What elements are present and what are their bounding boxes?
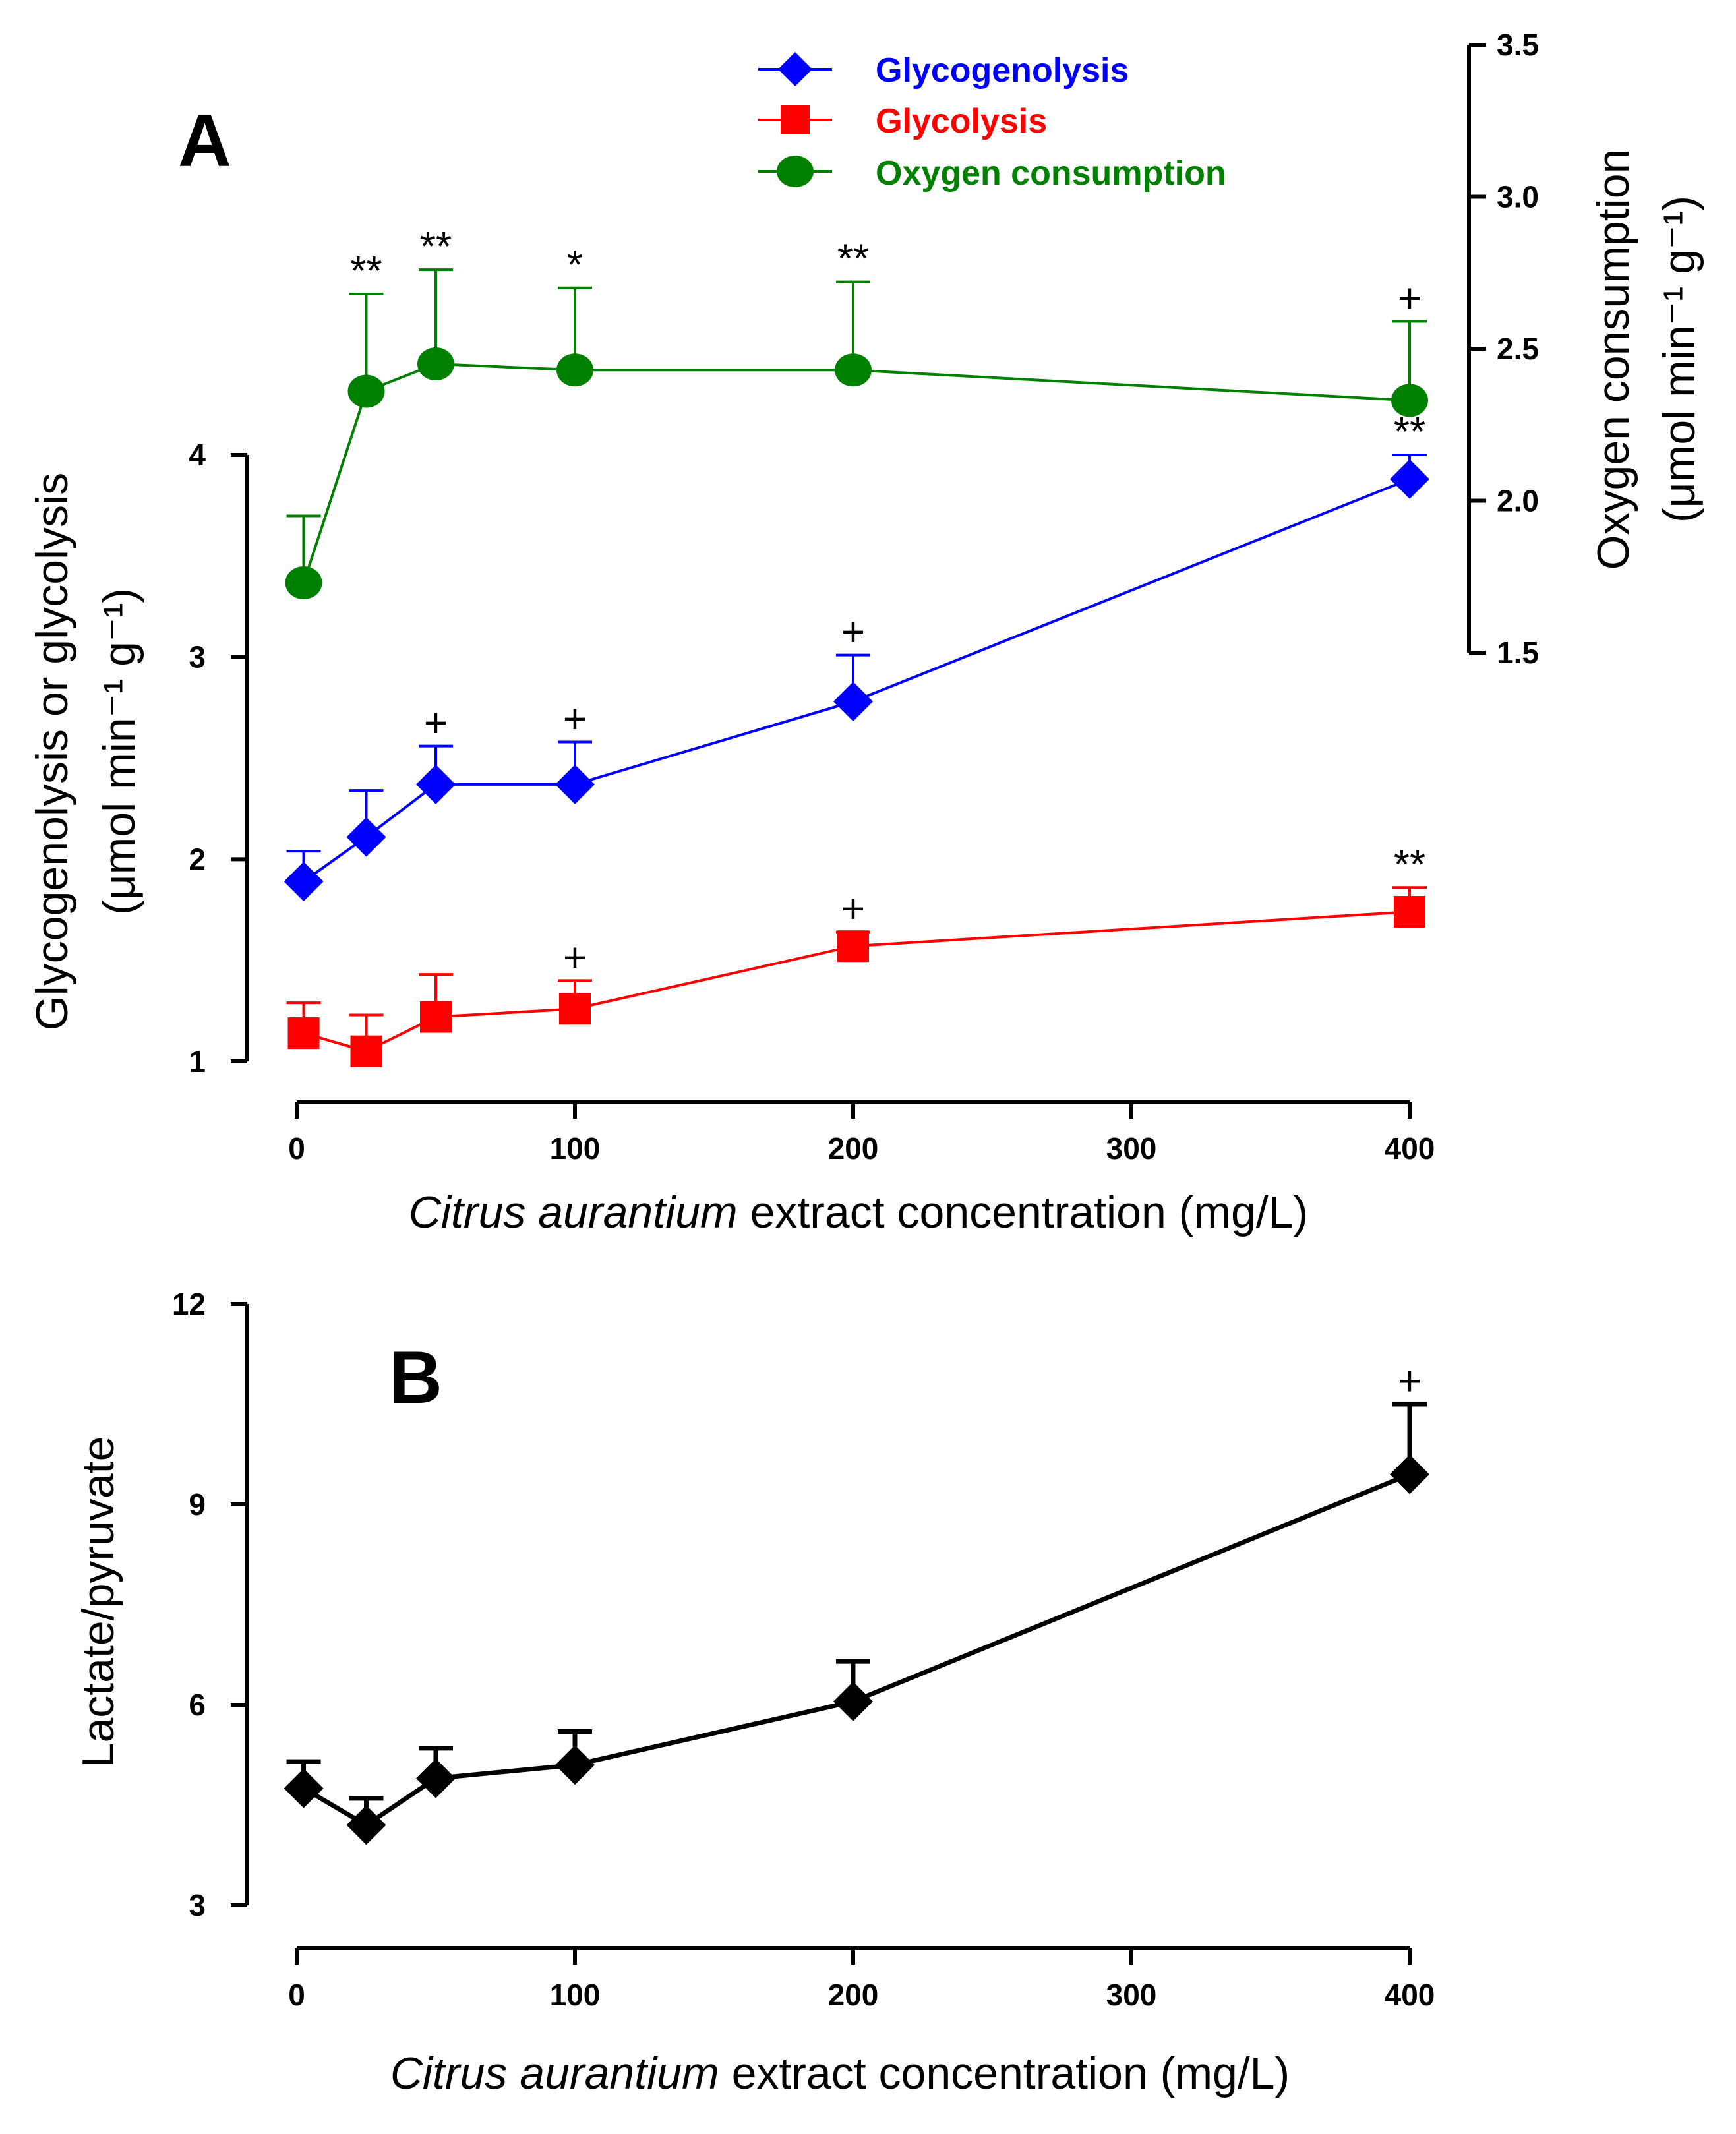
panel-a-xlabel: Citrus aurantium extract concentration (… (409, 1187, 1308, 1237)
legend-glycolysis-marker (781, 105, 810, 134)
data-point (420, 1001, 452, 1033)
legend-glycogenolysis-marker (778, 52, 812, 86)
series-line (303, 477, 1410, 883)
legend-glycolysis-label: Glycolysis (876, 102, 1047, 140)
panel-a: A 1 2 3 4 1.5 2.0 2.5 3.0 3.5 0 100 200 300 400 Gly… (27, 28, 1704, 1237)
x-tick-label: 200 (828, 1978, 879, 2012)
y-tick-label: 2 (189, 842, 206, 876)
panel-a-label: A (178, 100, 231, 182)
data-point (833, 1681, 873, 1721)
significance-mark: * (567, 243, 583, 288)
panel-a-xlabel-rest: extract concentration (mg/L) (738, 1187, 1308, 1237)
data-point (285, 566, 322, 599)
data-point (1390, 459, 1429, 499)
x-tick-label: 0 (288, 1131, 305, 1166)
panel-b-ylabel: Lactate/pyruvate (73, 1437, 123, 1768)
y2-tick-label: 2.5 (1497, 332, 1539, 366)
series-1-glycolysis: + + ** (286, 842, 1427, 1067)
panel-b-plot-area: + (284, 1359, 1429, 1845)
panel-a-right-axis: 1.5 2.0 2.5 3.0 3.5 (1467, 28, 1539, 670)
significance-mark: ** (420, 224, 452, 270)
y-tick-label: 3 (189, 640, 206, 674)
y-tick-label: 4 (189, 438, 206, 472)
y2-tick-label: 3.5 (1497, 28, 1539, 62)
panel-a-y2label-line2: (μmol min⁻¹ g⁻¹) (1654, 196, 1704, 523)
legend-glycogenolysis-label: Glycogenolysis (876, 51, 1129, 90)
data-point (555, 764, 595, 804)
panel-b-x-axis: 0 100 200 300 400 (288, 1946, 1435, 2012)
significance-mark: + (563, 935, 587, 980)
panel-a-legend: Glycogenolysis Glycolysis Oxygen consump… (758, 51, 1226, 193)
y-tick-label: 9 (189, 1487, 206, 1522)
panel-b-xlabel-rest: extract concentration (mg/L) (719, 2048, 1290, 2098)
series-2-oxygen-consumption: **** * **+ (285, 224, 1428, 599)
data-point (1394, 896, 1425, 928)
panel-a-ylabel-line2: (μmol min⁻¹ g⁻¹) (94, 588, 144, 915)
x-tick-label: 100 (550, 1978, 601, 2012)
significance-mark: + (841, 610, 865, 655)
panel-a-xlabel-italic: Citrus aurantium (409, 1187, 738, 1237)
data-point (835, 353, 872, 387)
data-point (1390, 1454, 1429, 1495)
panel-b-xlabel-italic: Citrus aurantium (390, 2048, 719, 2098)
data-point (284, 862, 324, 902)
data-point (346, 817, 386, 857)
significance-mark: + (841, 887, 865, 932)
y2-tick-label: 2.0 (1497, 484, 1539, 518)
panel-b-left-axis: 3 6 9 12 (172, 1287, 249, 1922)
panel-a-ylabel-line1: Glycogenolysis or glycolysis (27, 473, 77, 1031)
data-point (559, 993, 591, 1025)
data-point (416, 764, 456, 804)
significance-mark: ** (1394, 842, 1425, 887)
legend-oxygen-marker (777, 156, 814, 187)
y-tick-label: 1 (189, 1044, 206, 1079)
y-tick-label: 6 (189, 1688, 206, 1722)
data-point (1391, 384, 1428, 417)
significance-mark: + (563, 696, 587, 742)
data-point (350, 1035, 382, 1067)
significance-mark: + (424, 701, 448, 746)
panel-b-xlabel: Citrus aurantium extract concentration (… (390, 2048, 1290, 2098)
x-tick-label: 300 (1106, 1131, 1157, 1166)
data-point (837, 930, 869, 963)
x-tick-label: 300 (1106, 1978, 1157, 2012)
y2-tick-label: 1.5 (1497, 636, 1539, 670)
y-tick-label: 3 (189, 1888, 206, 1922)
panel-a-y2label-line1: Oxygen consumption (1588, 149, 1638, 570)
data-point (833, 682, 873, 722)
data-point (555, 1745, 595, 1785)
significance-mark: ** (1394, 409, 1425, 455)
significance-mark: ** (350, 249, 382, 294)
data-point (346, 1805, 386, 1845)
data-point (556, 353, 593, 387)
data-point (416, 1758, 456, 1798)
x-tick-label: 200 (828, 1131, 879, 1166)
y-tick-label: 12 (172, 1287, 206, 1321)
series-line (302, 363, 1410, 583)
panel-b-label: B (389, 1336, 442, 1419)
panel-b: B 3 6 9 12 0 100 200 300 400 Lactate/pyruvate C… (73, 1287, 1435, 2098)
data-point (284, 1768, 324, 1808)
significance-mark: + (1398, 276, 1422, 322)
significance-mark: + (1398, 1359, 1422, 1404)
panel-a-left-axis: 1 2 3 4 (189, 438, 249, 1079)
data-point (287, 1017, 320, 1050)
series-0-glycogenolysis: + + + ** (284, 409, 1429, 902)
x-tick-label: 400 (1385, 1978, 1435, 2012)
legend-oxygen-label: Oxygen consumption (876, 154, 1226, 193)
series-line (302, 1472, 1411, 1828)
x-tick-label: 100 (550, 1131, 601, 1166)
data-point (417, 347, 454, 381)
panel-a-plot-area: + ++**++****** * **+ (284, 224, 1429, 1067)
series-0-lactate-pyruvate: + (284, 1359, 1429, 1845)
x-tick-label: 400 (1385, 1131, 1435, 1166)
significance-mark: ** (837, 237, 869, 282)
y2-tick-label: 3.0 (1497, 180, 1539, 214)
data-point (347, 374, 385, 408)
x-tick-label: 0 (288, 1978, 305, 2012)
panel-a-x-axis: 0 100 200 300 400 (288, 1100, 1435, 1166)
